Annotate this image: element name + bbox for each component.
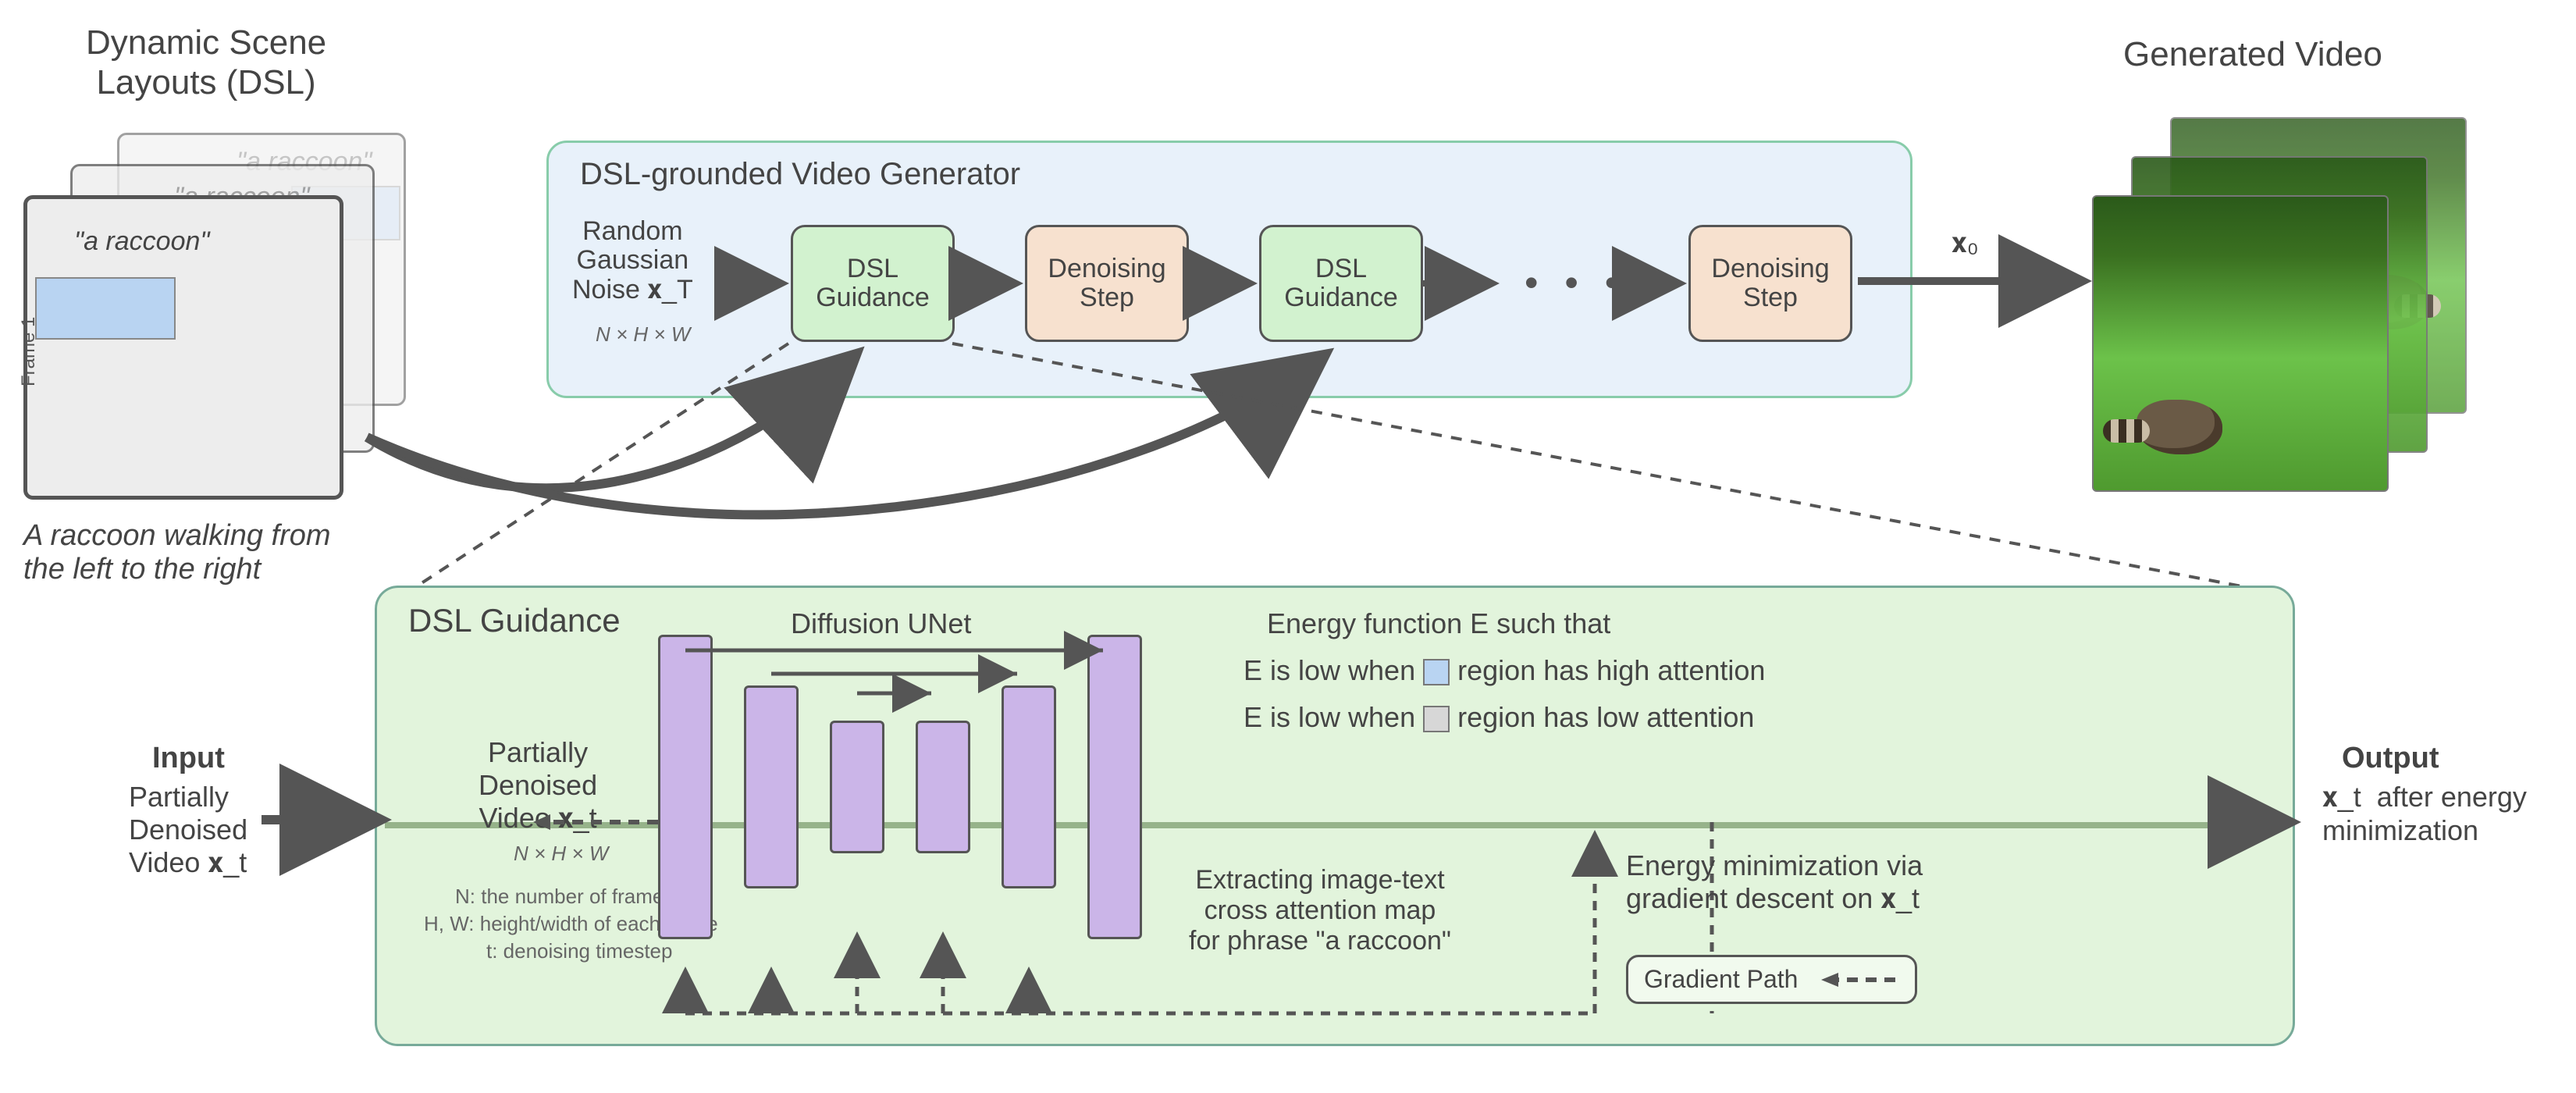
dsl-stack: "a raccoon" "a raccoon" Frame N "a racco… bbox=[23, 133, 429, 476]
generator-panel: DSL-grounded Video Generator Random Gaus… bbox=[546, 141, 1912, 398]
denoise-box-last: Denoising Step bbox=[1688, 225, 1852, 342]
partial-denoised-label: Partially Denoised Video 𝐱_t bbox=[479, 736, 597, 835]
note-n: N: the number of frames bbox=[455, 885, 674, 909]
gradient-legend-arrow-icon bbox=[1813, 968, 1899, 992]
unet-bar-1 bbox=[658, 635, 713, 939]
bbox-front bbox=[35, 277, 176, 340]
unet-bar-5 bbox=[1002, 685, 1056, 888]
dsl-caption: A raccoon walking from the left to the r… bbox=[23, 519, 331, 586]
region-blue-icon bbox=[1423, 659, 1450, 685]
noise-label: Random Gaussian Noise 𝐱_T bbox=[572, 217, 693, 304]
region-gray-icon bbox=[1423, 706, 1450, 732]
energy-l1b: region has high attention bbox=[1457, 654, 1765, 686]
unet-bar-6 bbox=[1087, 635, 1142, 939]
dsl-guidance-box-1: DSL Guidance bbox=[791, 225, 955, 342]
energy-l1a: E is low when bbox=[1244, 654, 1415, 686]
video-frame-1 bbox=[2092, 195, 2389, 492]
extract-text: Extracting image-text cross attention ma… bbox=[1189, 865, 1451, 956]
energy-l2a: E is low when bbox=[1244, 701, 1415, 733]
dsl-guidance-label-2: DSL Guidance bbox=[1284, 255, 1398, 313]
note-t: t: denoising timestep bbox=[486, 939, 672, 963]
denoise-box-1: Denoising Step bbox=[1025, 225, 1189, 342]
dsl-guidance-label-1: DSL Guidance bbox=[816, 255, 930, 313]
unet-bar-4 bbox=[916, 721, 970, 853]
energy-head: Energy function E such that bbox=[1267, 607, 1610, 640]
guidance-panel: DSL Guidance Partially Denoised Video 𝐱_… bbox=[375, 586, 2295, 1046]
noise-sub: N × H × W bbox=[596, 322, 690, 347]
guidance-panel-title: DSL Guidance bbox=[408, 602, 621, 639]
frame-1-label: Frame 1 bbox=[18, 317, 40, 386]
dsl-card-front: "a raccoon" Frame 1 bbox=[23, 195, 343, 500]
input-title: Input bbox=[152, 742, 225, 775]
denoise-label-1: Denoising Step bbox=[1048, 255, 1165, 313]
phrase-front: "a raccoon" bbox=[74, 226, 209, 257]
partial-nhw: N × H × W bbox=[514, 842, 608, 866]
output-sub: 𝐱_t after energy minimization bbox=[2322, 781, 2527, 847]
energy-l2b: region has low attention bbox=[1457, 701, 1754, 733]
generated-video-title: Generated Video bbox=[2123, 35, 2382, 75]
dsl-guidance-box-2: DSL Guidance bbox=[1259, 225, 1423, 342]
generator-panel-title: DSL-grounded Video Generator bbox=[580, 157, 1020, 192]
dsl-title: Dynamic Scene Layouts (DSL) bbox=[86, 23, 326, 102]
unet-bar-3 bbox=[830, 721, 884, 853]
ellipsis: • • • bbox=[1525, 260, 1626, 305]
gradient-legend-label: Gradient Path bbox=[1644, 965, 1798, 994]
energy-min-text: Energy minimization via gradient descent… bbox=[1626, 849, 1923, 916]
energy-l2: E is low when region has low attention bbox=[1244, 701, 1754, 734]
x0-label: 𝐱₀ bbox=[1952, 226, 1979, 260]
energy-l1: E is low when region has high attention bbox=[1244, 654, 1765, 687]
video-stack bbox=[2092, 117, 2482, 492]
unet-caption: Diffusion UNet bbox=[791, 607, 971, 640]
unet-bar-2 bbox=[744, 685, 799, 888]
output-title: Output bbox=[2342, 742, 2439, 775]
denoise-label-last: Denoising Step bbox=[1711, 255, 1829, 313]
gradient-legend: Gradient Path bbox=[1626, 955, 1917, 1004]
input-sub: Partially Denoised Video 𝐱_t bbox=[129, 781, 247, 880]
